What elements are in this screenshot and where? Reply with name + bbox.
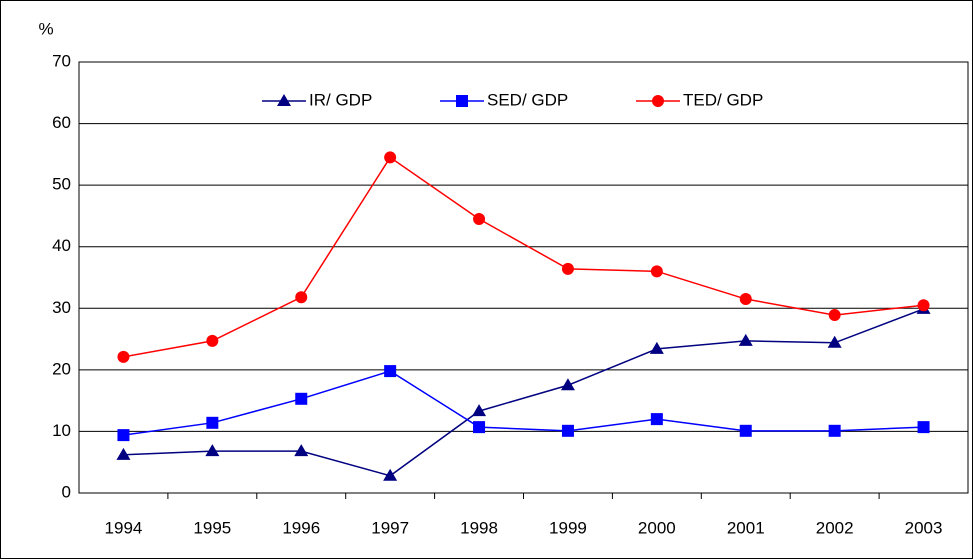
data-point (205, 444, 220, 457)
data-point (649, 341, 664, 354)
data-point (117, 429, 130, 442)
y-tick-label: 40 (52, 236, 71, 255)
y-tick-label: 70 (52, 51, 71, 70)
legend-label: IR/ GDP (309, 90, 372, 109)
data-point (384, 151, 397, 164)
data-point (294, 444, 309, 457)
data-point (116, 447, 131, 460)
x-tick-label: 2003 (905, 518, 943, 537)
series-line (123, 370, 924, 436)
data-point (917, 421, 930, 434)
x-tick-label: 2001 (727, 518, 765, 537)
y-tick-label: 50 (52, 175, 71, 194)
legend-label: TED/ GDP (683, 90, 763, 109)
x-tick-label: 2002 (816, 518, 854, 537)
data-point (295, 291, 308, 304)
x-tick-label: 1998 (460, 518, 498, 537)
x-tick-label: 1994 (105, 518, 143, 537)
data-point (739, 424, 752, 437)
data-point (650, 413, 663, 426)
data-point (738, 333, 753, 346)
x-tick-label: 1997 (371, 518, 409, 537)
data-point (383, 468, 398, 481)
data-point (561, 424, 574, 437)
y-axis-label: % (38, 19, 53, 38)
data-point (828, 424, 841, 437)
x-tick-label: 1996 (282, 518, 320, 537)
data-point (561, 262, 574, 275)
data-point (828, 309, 841, 322)
legend-marker (456, 95, 468, 107)
data-point (384, 365, 397, 378)
data-point (295, 392, 308, 405)
data-point (650, 265, 663, 278)
data-point (827, 335, 842, 348)
y-tick-label: 30 (52, 298, 71, 317)
data-point (206, 416, 219, 429)
data-point (117, 350, 130, 363)
x-tick-label: 1999 (549, 518, 587, 537)
data-point (739, 293, 752, 306)
y-tick-label: 0 (62, 482, 71, 501)
data-point (472, 404, 487, 417)
y-tick-label: 60 (52, 113, 71, 132)
y-tick-label: 10 (52, 421, 71, 440)
data-point (473, 421, 486, 434)
data-point (917, 299, 930, 312)
x-tick-label: 2000 (638, 518, 676, 537)
data-point (473, 213, 486, 226)
data-point (560, 378, 575, 391)
x-tick-label: 1995 (193, 518, 231, 537)
series-line (123, 308, 924, 477)
series-line (123, 156, 924, 358)
legend-marker (652, 95, 664, 107)
legend-marker (277, 94, 291, 106)
y-tick-label: 20 (52, 359, 71, 378)
legend-label: SED/ GDP (487, 90, 568, 109)
data-point (206, 334, 219, 347)
